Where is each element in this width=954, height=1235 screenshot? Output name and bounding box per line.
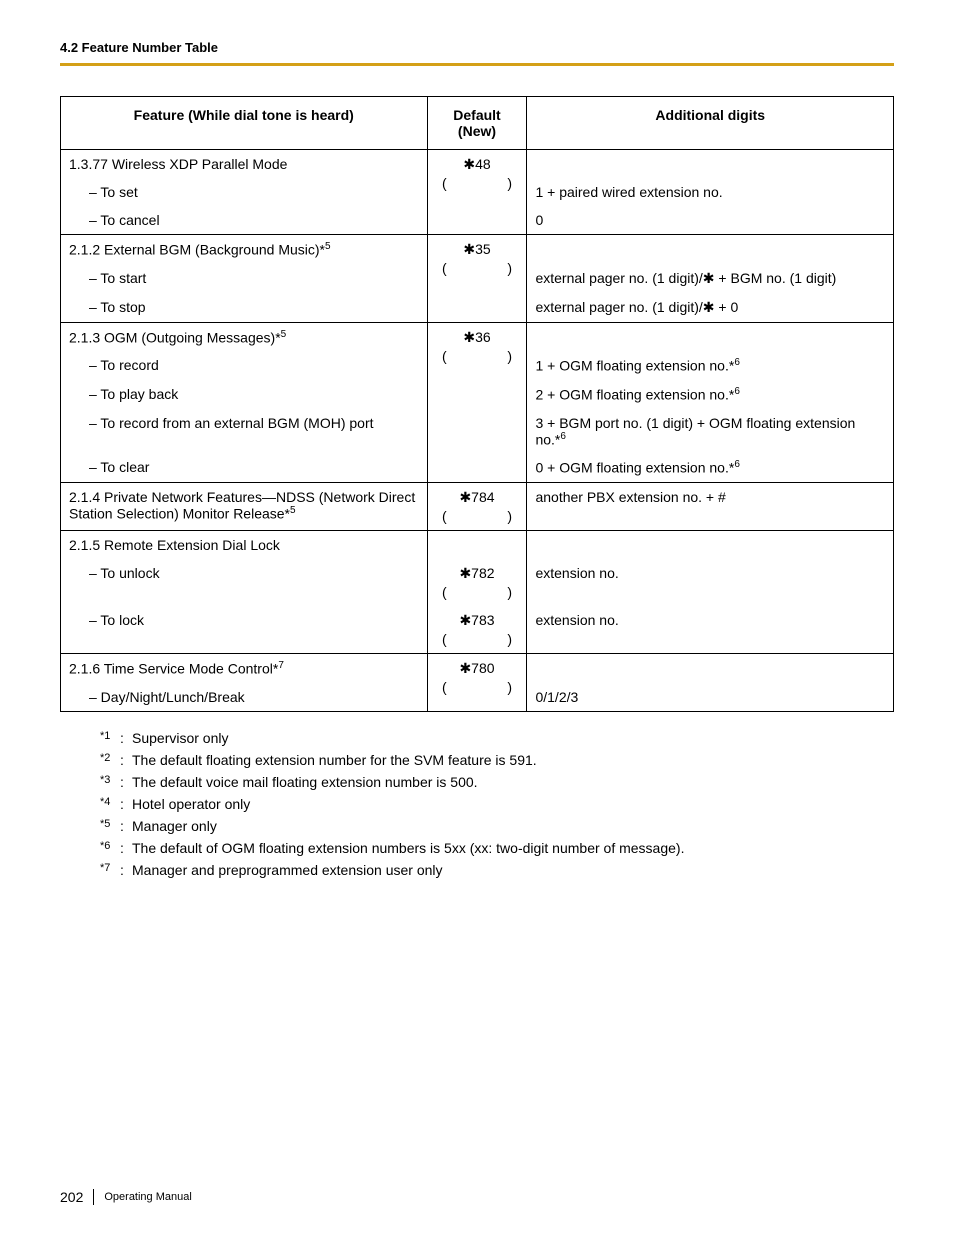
default-cell: ✱784 (): [427, 482, 527, 530]
footnote-text: Manager only: [132, 818, 894, 834]
footnote-row: *5:Manager only: [100, 818, 894, 834]
feature-title: 2.1.3 OGM (Outgoing Messages)*5: [61, 322, 428, 351]
feature-sub: – To unlock: [61, 559, 428, 606]
footnote-mark: *2: [100, 752, 120, 764]
feature-sub: – To clear: [61, 453, 428, 482]
feature-sub: – To cancel: [61, 206, 428, 235]
default-code: ✱784: [459, 489, 494, 506]
th-feature: Feature (While dial tone is heard): [61, 97, 428, 150]
default-cell: [427, 530, 527, 559]
default-cell: ✱782 (): [427, 559, 527, 606]
default-cell: ✱780 (): [427, 653, 527, 711]
additional-cell: 1 + OGM floating extension no.*6: [527, 351, 894, 380]
default-cell: ✱48 (): [427, 150, 527, 235]
footnotes: *1:Supervisor only*2:The default floatin…: [100, 730, 894, 878]
feature-sub: – To record: [61, 351, 428, 380]
footnote-mark: *5: [100, 818, 120, 830]
footnote-colon: :: [120, 730, 132, 746]
footnote-colon: :: [120, 774, 132, 790]
footnote-colon: :: [120, 796, 132, 812]
additional-cell: another PBX extension no. + #: [527, 482, 894, 530]
footnote-row: *7:Manager and preprogrammed extension u…: [100, 862, 894, 878]
footnote-mark: *6: [100, 840, 120, 852]
feature-title: 2.1.4 Private Network Features—NDSS (Net…: [61, 482, 428, 530]
page-footer: 202 Operating Manual: [60, 1189, 192, 1205]
footnote-text: The default of OGM floating extension nu…: [132, 840, 894, 856]
th-default: Default (New): [427, 97, 527, 150]
feature-sub: – To stop: [61, 293, 428, 323]
feature-sub: – To lock: [61, 606, 428, 654]
default-code: ✱35: [463, 241, 490, 258]
footnote-text: Supervisor only: [132, 730, 894, 746]
footnote-mark: *7: [100, 862, 120, 874]
th-additional: Additional digits: [527, 97, 894, 150]
feature-number-table: Feature (While dial tone is heard) Defau…: [60, 96, 894, 712]
default-parens: (): [442, 679, 512, 695]
default-parens: (): [442, 508, 512, 524]
footnote-text: The default floating extension number fo…: [132, 752, 894, 768]
feature-sub: – To start: [61, 264, 428, 293]
default-code: ✱783: [459, 612, 494, 629]
additional-cell: external pager no. (1 digit)/✱ + BGM no.…: [527, 264, 894, 293]
footnote-colon: :: [120, 818, 132, 834]
footnote-colon: :: [120, 840, 132, 856]
additional-cell: 0: [527, 206, 894, 235]
additional-cell: 2 + OGM floating extension no.*6: [527, 380, 894, 409]
footnote-row: *3:The default voice mail floating exten…: [100, 774, 894, 790]
footer-title: Operating Manual: [104, 1191, 191, 1203]
default-parens: (): [442, 584, 512, 600]
default-code: ✱780: [459, 660, 494, 677]
footnote-row: *4:Hotel operator only: [100, 796, 894, 812]
feature-title: 2.1.5 Remote Extension Dial Lock: [61, 530, 428, 559]
section-header: 4.2 Feature Number Table: [60, 40, 894, 55]
additional-cell: 3 + BGM port no. (1 digit) + OGM floatin…: [527, 409, 894, 454]
footnote-colon: :: [120, 752, 132, 768]
footnote-colon: :: [120, 862, 132, 878]
default-code: ✱48: [463, 156, 490, 173]
feature-title: 2.1.2 External BGM (Background Music)*5: [61, 235, 428, 264]
default-cell: ✱783 (): [427, 606, 527, 654]
feature-sub: – Day/Night/Lunch/Break: [61, 683, 428, 712]
feature-title: 1.3.77 Wireless XDP Parallel Mode: [61, 150, 428, 179]
footnote-mark: *3: [100, 774, 120, 786]
footnote-text: Hotel operator only: [132, 796, 894, 812]
additional-cell: external pager no. (1 digit)/✱ + 0: [527, 293, 894, 323]
feature-title: 2.1.6 Time Service Mode Control*7: [61, 653, 428, 682]
additional-cell: [527, 322, 894, 351]
default-code: ✱782: [459, 565, 494, 582]
additional-cell: [527, 235, 894, 264]
footnote-mark: *1: [100, 730, 120, 742]
default-code: ✱36: [463, 329, 490, 346]
page-number: 202: [60, 1189, 94, 1205]
footnote-mark: *4: [100, 796, 120, 808]
footnote-row: *1:Supervisor only: [100, 730, 894, 746]
feature-sub: – To record from an external BGM (MOH) p…: [61, 409, 428, 454]
feature-sub: – To play back: [61, 380, 428, 409]
default-cell: ✱35 (): [427, 235, 527, 323]
footnote-text: The default voice mail floating extensio…: [132, 774, 894, 790]
footnote-row: *2:The default floating extension number…: [100, 752, 894, 768]
additional-cell: 0 + OGM floating extension no.*6: [527, 453, 894, 482]
additional-cell: 0/1/2/3: [527, 683, 894, 712]
default-parens: (): [442, 175, 512, 191]
header-rule: [60, 63, 894, 66]
default-parens: (): [442, 260, 512, 276]
additional-cell: extension no.: [527, 559, 894, 606]
feature-sub: – To set: [61, 178, 428, 206]
additional-cell: extension no.: [527, 606, 894, 654]
default-parens: (): [442, 631, 512, 647]
default-cell: ✱36 (): [427, 322, 527, 482]
default-parens: (): [442, 348, 512, 364]
footnote-row: *6:The default of OGM floating extension…: [100, 840, 894, 856]
additional-cell: [527, 653, 894, 682]
additional-cell: [527, 530, 894, 559]
additional-cell: 1 + paired wired extension no.: [527, 178, 894, 206]
additional-cell: [527, 150, 894, 179]
footnote-text: Manager and preprogrammed extension user…: [132, 862, 894, 878]
